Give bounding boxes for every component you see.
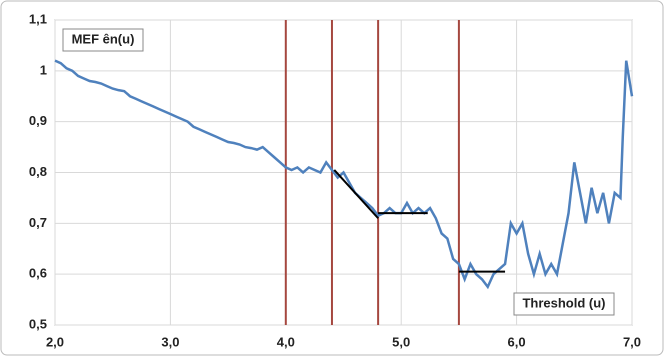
xlabel-box	[513, 292, 615, 316]
y-tick-label: 0,9	[29, 113, 47, 128]
y-tick-label: 1,1	[29, 11, 47, 26]
x-tick-label: 4,0	[277, 334, 295, 349]
x-axis-label: Threshold (u)	[522, 295, 605, 310]
y-axis-label: MEF ên(u)	[72, 31, 135, 46]
x-tick-label: 2,0	[46, 334, 64, 349]
data-line	[54, 59, 634, 290]
y-tick-label: 0,6	[29, 266, 47, 281]
y-tick-label: 0,8	[29, 164, 47, 179]
x-tick-label: 3,0	[161, 334, 179, 349]
y-tick-label: 0,7	[29, 215, 47, 230]
y-tick-label: 1	[40, 62, 47, 77]
plot	[54, 59, 634, 290]
fit-segment	[333, 169, 379, 219]
grid	[54, 19, 633, 326]
y-tick-label: 0,5	[29, 316, 47, 331]
x-tick-label: 5,0	[392, 334, 410, 349]
ylabel-box	[62, 28, 144, 52]
x-tick-label: 6,0	[508, 334, 526, 349]
x-tick-label: 7,0	[623, 334, 641, 349]
